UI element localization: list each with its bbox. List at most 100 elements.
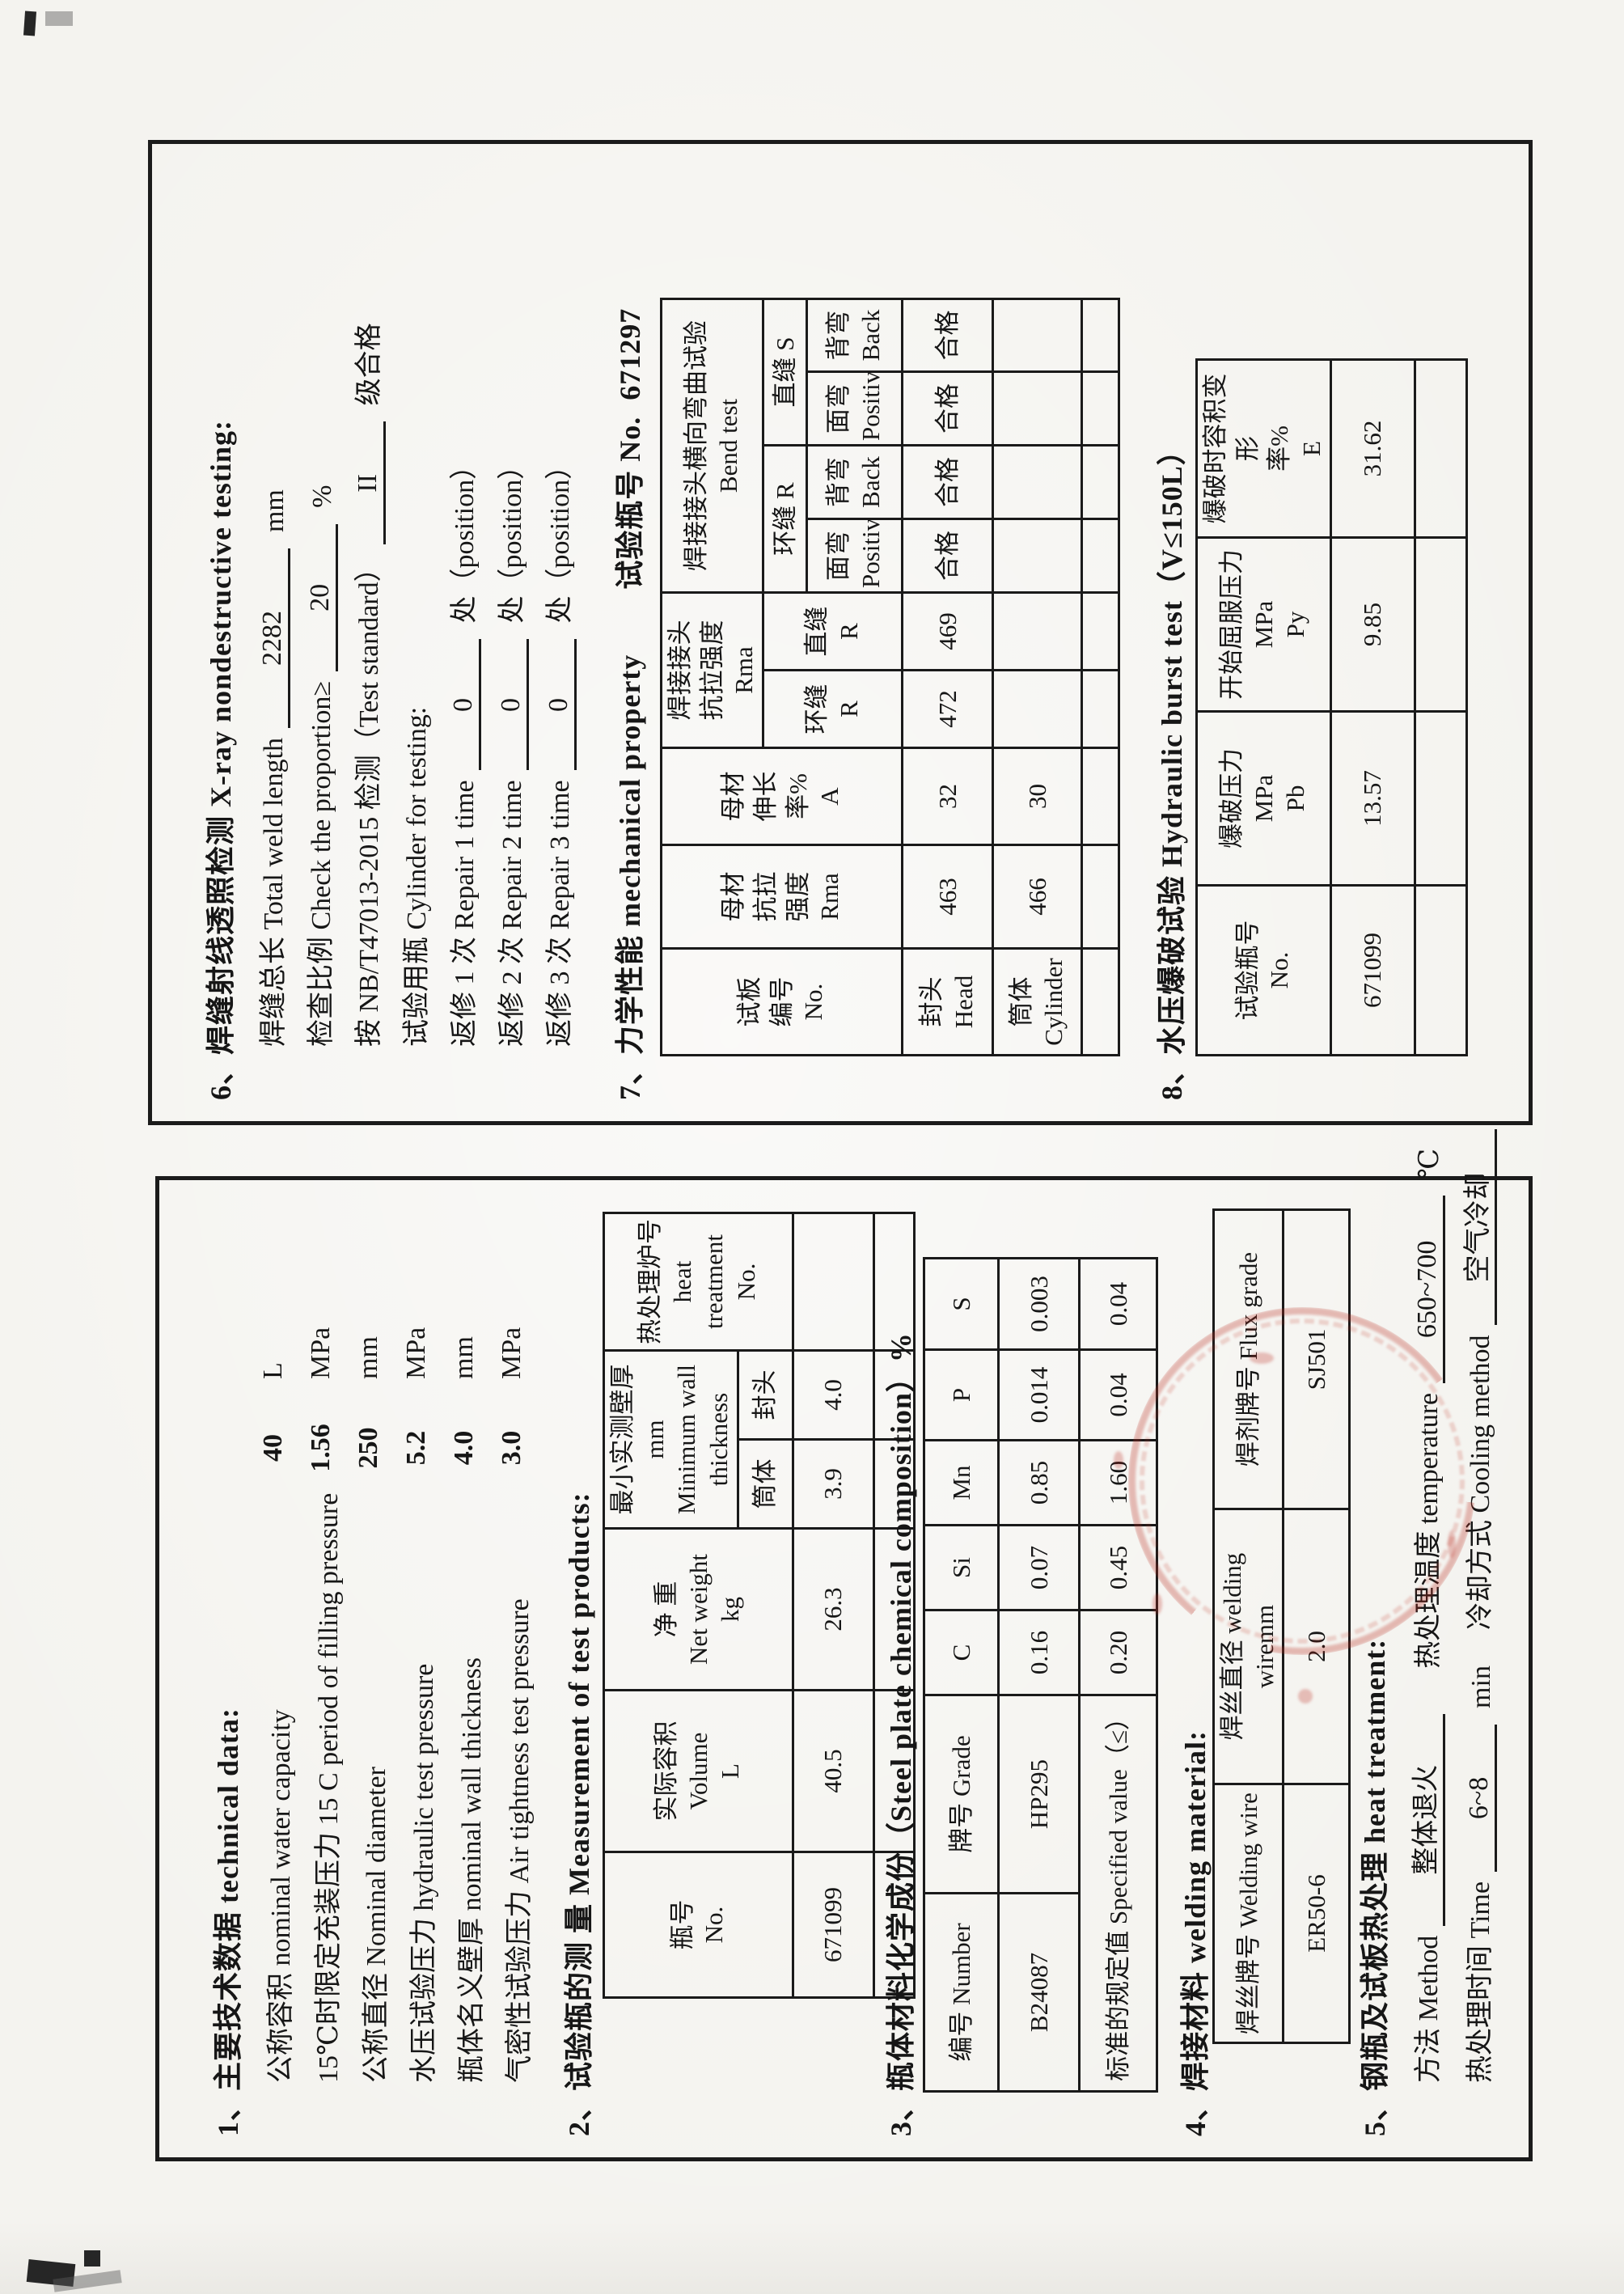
burst-test-table: 试验瓶号 No. 爆破压力 MPa Pb 开始屈服压力 MPa Py 爆破时容积… xyxy=(1195,358,1468,1056)
col-header-group: 焊接接头横向弯曲试验 Bend test xyxy=(661,298,763,593)
table-row-spec: 标准的规定值 Specified value（≤） 0.20 0.45 1.60… xyxy=(1079,1258,1157,2092)
scan-smudge xyxy=(84,2250,100,2266)
repair-line: 返修 2 次 Repair 2 time 0 处（position） xyxy=(489,452,529,1047)
weld-length-unit: mm xyxy=(260,489,290,533)
cell: 469 xyxy=(902,592,993,671)
repair-line: 返修 3 次 Repair 3 time 0 处（position） xyxy=(537,452,577,1047)
spec-value: 3.0 xyxy=(497,1430,527,1466)
time-label: 热处理时间 Time xyxy=(1465,1881,1495,2083)
cell-furnace xyxy=(793,1213,874,1351)
col-header: 母材 抗拉 强度 Rma xyxy=(661,844,903,949)
weld-length-label: 焊缝总长 Total weld length xyxy=(259,738,289,1047)
spec-line: 公称容积 nominal water capacity 40 L xyxy=(258,1290,298,2083)
repair-line: 返修 1 次 Repair 1 time 0 处（position） xyxy=(442,452,481,1047)
xray-line: 试验用瓶 Cylinder for testing: xyxy=(394,707,433,1047)
cell-weight: 26.3 xyxy=(793,1528,874,1691)
col-header: 环缝 R xyxy=(763,670,903,748)
table-row-empty xyxy=(1415,359,1467,1056)
spec-unit: mm xyxy=(449,1336,479,1379)
col-header: P xyxy=(924,1349,999,1441)
col-header: 面弯 Positive xyxy=(806,518,903,593)
section5-title: 5、钢瓶及试板热处理 heat treatment: xyxy=(1359,1638,1391,2136)
cell-pb: 13.57 xyxy=(1330,711,1415,886)
cell-spec-s: 0.04 xyxy=(1079,1258,1157,1350)
col-header: 焊丝直径 welding wiremm xyxy=(1213,1509,1284,1784)
spec-line: 水压试验压力 hydraulic test pressure 5.2 MPa xyxy=(401,1290,441,2083)
spec-unit: mm xyxy=(353,1336,383,1379)
cell-p: 0.014 xyxy=(998,1349,1080,1441)
col-header: 试验瓶号 No. xyxy=(1196,885,1331,1056)
cell-wire: ER50-6 xyxy=(1283,1784,1350,2043)
cell: 合格 xyxy=(902,518,993,593)
cell-mn: 0.85 xyxy=(998,1440,1080,1526)
cell-flux: SJ501 xyxy=(1283,1209,1350,1509)
col-header: 封头 xyxy=(738,1350,793,1440)
scan-smudge xyxy=(45,11,73,26)
test-bottle-number: 671297 xyxy=(614,307,646,400)
section2-title: 2、试验瓶的测 量 Measurement of test products: xyxy=(563,1492,595,2136)
repair-label: 返修 3 次 Repair 3 time xyxy=(545,780,575,1047)
spec-unit: MPa xyxy=(401,1327,431,1379)
col-header: 热处理炉号 heat treatment No. xyxy=(603,1213,793,1351)
col-header: 试板 编号 No. xyxy=(661,948,903,1056)
cell-spec-si: 0.45 xyxy=(1079,1525,1157,1610)
time-value: 6~8 xyxy=(1464,1724,1497,1872)
table-row-cylinder: 筒体 Cylinder 466 30 xyxy=(992,298,1082,1056)
temp-label: 热处理温度 temperature xyxy=(1414,1392,1444,1669)
table-row: 671099 40.5 26.3 3.9 4.0 xyxy=(793,1213,874,1998)
repair-suffix: 处（position） xyxy=(545,451,575,624)
cell-spec-label: 标准的规定值 Specified value（≤） xyxy=(1079,1695,1157,2092)
col-header: 瓶号 No. xyxy=(603,1852,793,1998)
cell-volume: 40.5 xyxy=(793,1690,874,1852)
cell xyxy=(992,670,1082,748)
table-row: ER50-6 2.0 SJ501 xyxy=(1283,1209,1350,2043)
spec-label: 水压试验压力 hydraulic test pressure xyxy=(409,1663,439,2083)
standard-label: 按 NB/T47013-2015 检测（Test standard） xyxy=(354,554,384,1047)
row-label: 封头 Head xyxy=(902,948,993,1056)
cell xyxy=(992,592,1082,671)
col-header: S xyxy=(924,1258,999,1350)
cell xyxy=(992,518,1082,593)
standard-grade-value: II xyxy=(353,421,386,545)
section7-title-text: 7、力学性能 mechanical property xyxy=(614,654,646,1100)
col-header: 直缝 R xyxy=(763,592,903,671)
cell xyxy=(992,371,1082,446)
col-header: C xyxy=(924,1610,999,1695)
spec-label: 15℃时限定充装压力 15 C period of filling pressu… xyxy=(314,1492,344,2083)
welding-table: 焊丝牌号 Welding wire 焊丝直径 welding wiremm 焊剂… xyxy=(1212,1208,1351,2044)
cell-c: 0.16 xyxy=(998,1610,1080,1695)
cell-wall-head: 4.0 xyxy=(793,1350,874,1440)
cell-wall-body: 3.9 xyxy=(793,1439,874,1529)
repair-value: 0 xyxy=(496,639,529,771)
xray-line: 焊缝总长 Total weld length 2282 mm xyxy=(251,489,290,1047)
temp-unit: ℃ xyxy=(1415,1148,1444,1179)
spec-label: 气密性试验压力 Air tightness test pressure xyxy=(505,1598,535,2083)
cylinder-testing-label: 试验用瓶 Cylinder for testing: xyxy=(402,706,432,1047)
spec-label: 公称容积 nominal water capacity xyxy=(266,1709,296,2083)
box-sections-6-8: 6、焊缝射线透照检测 X-ray nondestructive testing:… xyxy=(148,140,1533,1125)
section8-title: 8、水压爆破试验 Hydraulic burst test（V≤150L） xyxy=(1156,435,1188,1100)
temp-value: 650~700 xyxy=(1412,1195,1445,1383)
cell: 合格 xyxy=(902,371,993,446)
spec-unit: L xyxy=(258,1362,288,1379)
method-value: 整体退火 xyxy=(1403,1713,1445,1926)
table-row-head: 封头 Head 463 32 472 469 合格 合格 合格 合格 xyxy=(902,298,993,1056)
proportion-value: 20 xyxy=(305,523,338,671)
spec-line: 15℃时限定充装压力 15 C period of filling pressu… xyxy=(306,1290,345,2083)
cooling-value: 空气冷却 xyxy=(1455,1129,1497,1326)
row-label: 筒体 Cylinder xyxy=(992,948,1082,1056)
col-header: 编号 Number xyxy=(924,1893,999,2092)
table-row-empty xyxy=(1081,298,1119,1056)
heat-treatment-line: 热处理时间 Time 6~8 min 冷却方式 Cooling method 空… xyxy=(1455,1119,1497,2083)
spec-value: 250 xyxy=(353,1427,383,1469)
spec-value: 5.2 xyxy=(401,1430,431,1466)
measurement-table: 瓶号 No. 实际容积 Volume L 净 重 Net weight kg 最… xyxy=(603,1212,916,1999)
cell-e: 31.62 xyxy=(1330,359,1415,538)
cell: 30 xyxy=(992,747,1082,845)
weld-length-value: 2282 xyxy=(257,548,290,729)
mechanical-table: 试板 编号 No. 母材 抗拉 强度 Rma 母材 伸长 率% A 焊接接头 抗… xyxy=(660,298,1120,1056)
section7-title: 7、力学性能 mechanical property 试验瓶号 No. 6712… xyxy=(607,308,649,1100)
cell-number: B24087 xyxy=(998,1893,1080,2092)
cell-py: 9.85 xyxy=(1330,537,1415,712)
cell-spec-mn: 1.60 xyxy=(1079,1440,1157,1526)
